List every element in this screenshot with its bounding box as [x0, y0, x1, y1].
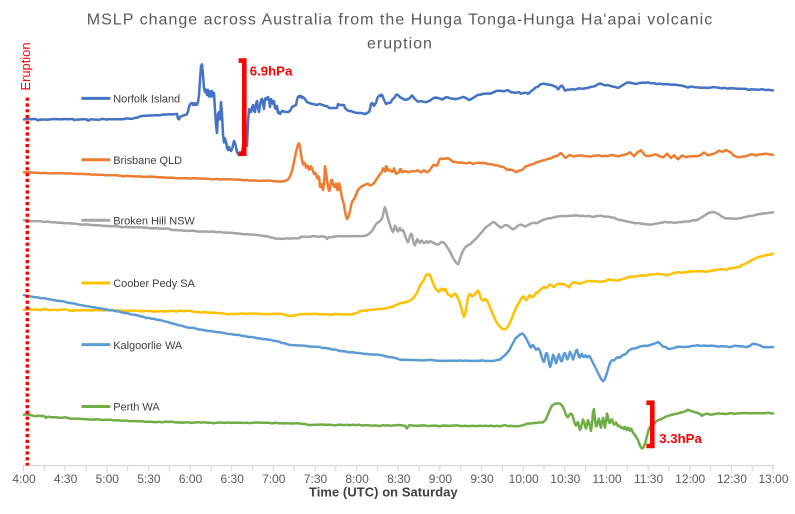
svg-text:8:30: 8:30: [387, 472, 411, 486]
svg-text:MSLP change across Australia f: MSLP change across Australia from the Hu…: [87, 12, 713, 29]
svg-text:6:30: 6:30: [221, 472, 245, 486]
svg-text:7:30: 7:30: [304, 472, 328, 486]
svg-text:eruption: eruption: [367, 36, 433, 53]
svg-text:6.9hPa: 6.9hPa: [250, 63, 293, 78]
svg-text:11:30: 11:30: [634, 472, 663, 486]
svg-text:8:00: 8:00: [345, 472, 369, 486]
svg-text:5:00: 5:00: [96, 472, 120, 486]
svg-text:13:00: 13:00: [758, 472, 788, 486]
svg-text:Broken Hill NSW: Broken Hill NSW: [113, 215, 195, 227]
svg-text:Time (UTC) on Saturday: Time (UTC) on Saturday: [309, 485, 459, 500]
svg-text:9:30: 9:30: [470, 472, 494, 486]
svg-text:7:00: 7:00: [262, 472, 286, 486]
svg-text:10:00: 10:00: [509, 472, 539, 486]
svg-text:12:00: 12:00: [675, 472, 705, 486]
svg-text:Coober Pedy SA: Coober Pedy SA: [113, 278, 195, 290]
svg-text:4:00: 4:00: [12, 472, 36, 486]
svg-text:Norfolk Island: Norfolk Island: [113, 94, 180, 106]
svg-text:5:30: 5:30: [137, 472, 161, 486]
svg-text:Brisbane QLD: Brisbane QLD: [113, 155, 182, 167]
svg-text:Eruption: Eruption: [18, 42, 33, 90]
svg-text:9:00: 9:00: [429, 472, 453, 486]
svg-text:11:00: 11:00: [592, 472, 621, 486]
svg-text:12:30: 12:30: [717, 472, 747, 486]
svg-text:Perth WA: Perth WA: [113, 402, 160, 414]
svg-text:10:30: 10:30: [550, 472, 580, 486]
svg-text:3.3hPa: 3.3hPa: [659, 431, 702, 446]
svg-text:4:30: 4:30: [54, 472, 78, 486]
svg-text:6:00: 6:00: [179, 472, 203, 486]
svg-text:Kalgoorlie WA: Kalgoorlie WA: [113, 340, 183, 352]
